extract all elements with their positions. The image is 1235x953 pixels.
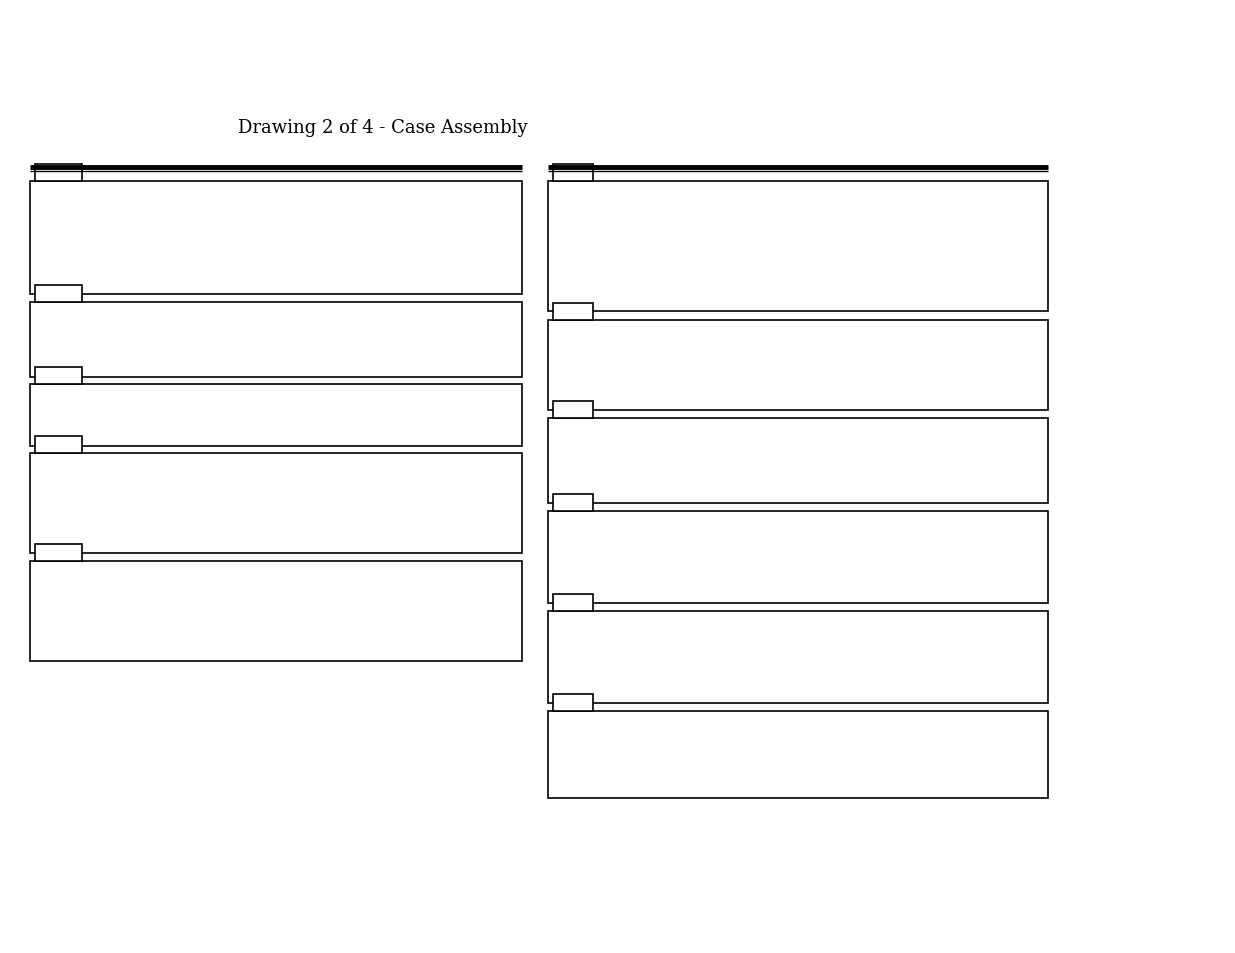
Bar <box>30 454 522 554</box>
Bar <box>548 711 1049 799</box>
Bar <box>548 182 1049 312</box>
Bar <box>553 695 593 711</box>
Bar <box>553 495 593 512</box>
Bar <box>35 544 82 561</box>
Bar <box>30 182 522 294</box>
Bar <box>35 286 82 303</box>
Bar <box>30 303 522 377</box>
Bar <box>548 612 1049 703</box>
Bar <box>553 165 593 182</box>
Bar <box>548 320 1049 411</box>
Bar <box>35 368 82 385</box>
Bar <box>553 401 593 418</box>
Bar <box>35 165 82 182</box>
Bar <box>30 561 522 661</box>
Bar <box>35 436 82 454</box>
Bar <box>553 595 593 612</box>
Bar <box>30 385 522 447</box>
Text: Drawing 2 of 4 - Case Assembly: Drawing 2 of 4 - Case Assembly <box>238 119 527 137</box>
Bar <box>548 418 1049 503</box>
Bar <box>548 512 1049 603</box>
Bar <box>553 304 593 320</box>
